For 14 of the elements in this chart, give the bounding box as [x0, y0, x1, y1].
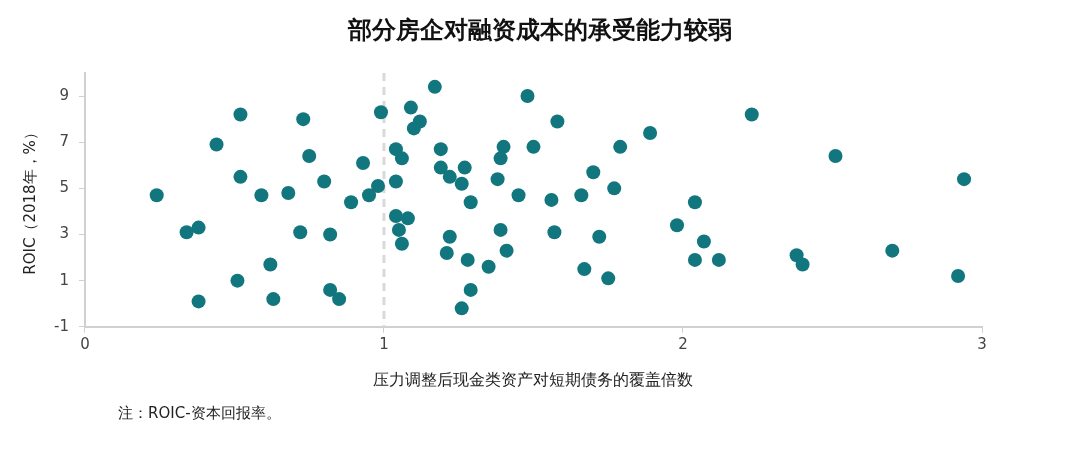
x-tick-label: 3 — [977, 334, 987, 353]
x-axis-title: 压力调整后现金类资产对短期债务的覆盖倍数 — [373, 369, 694, 389]
y-tick-label: -1 — [53, 316, 69, 335]
y-tick-label: 9 — [59, 85, 69, 104]
y-axis-title: ROIC（2018年，%） — [20, 125, 39, 275]
x-tick-label: 0 — [80, 334, 90, 353]
text: 注：ROIC-资本回报率。 — [118, 404, 282, 423]
y-tick-label: 1 — [59, 270, 69, 289]
x-tick-label: 1 — [379, 334, 389, 353]
x-tick-label: 2 — [678, 334, 688, 353]
chart-title: 部分房企对融资成本的承受能力较弱 — [346, 15, 733, 46]
y-tick-label: 5 — [59, 178, 69, 197]
y-tick-label: 3 — [59, 224, 69, 243]
y-tick-label: 7 — [59, 132, 69, 151]
